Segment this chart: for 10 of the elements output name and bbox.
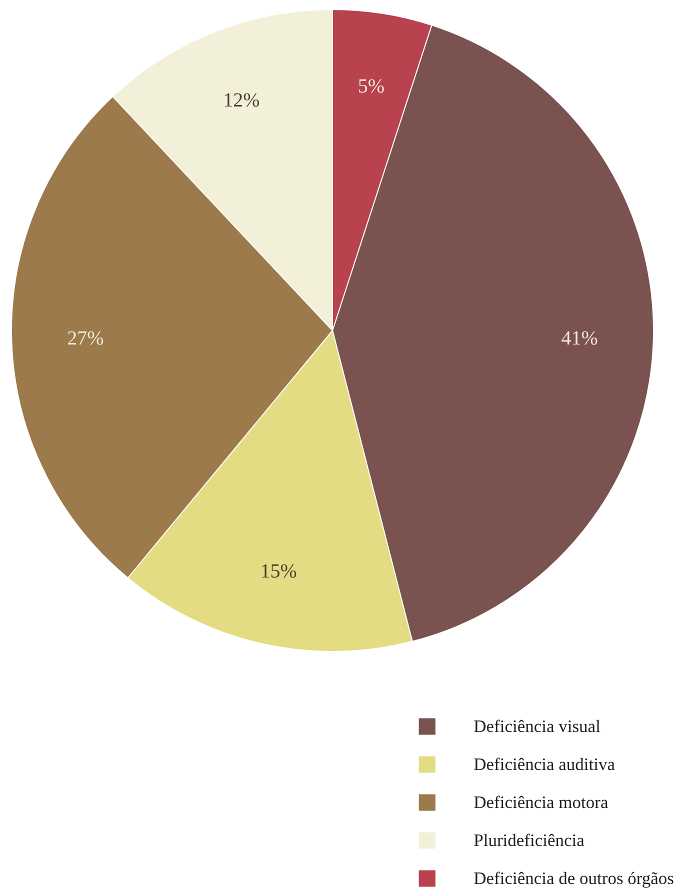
data-label: 15% — [260, 560, 297, 583]
legend-label: Deficiência visual — [474, 716, 600, 736]
data-label: 41% — [561, 327, 598, 350]
legend-label: Plurideficiência — [474, 830, 584, 850]
data-label: 5% — [358, 75, 385, 98]
legend-label: Deficiência motora — [474, 792, 608, 812]
data-label: 27% — [67, 327, 104, 350]
data-label: 12% — [223, 90, 260, 112]
legend-label: Deficiência de outros órgãos — [474, 868, 674, 888]
legend-label: Deficiência auditiva — [474, 754, 616, 774]
